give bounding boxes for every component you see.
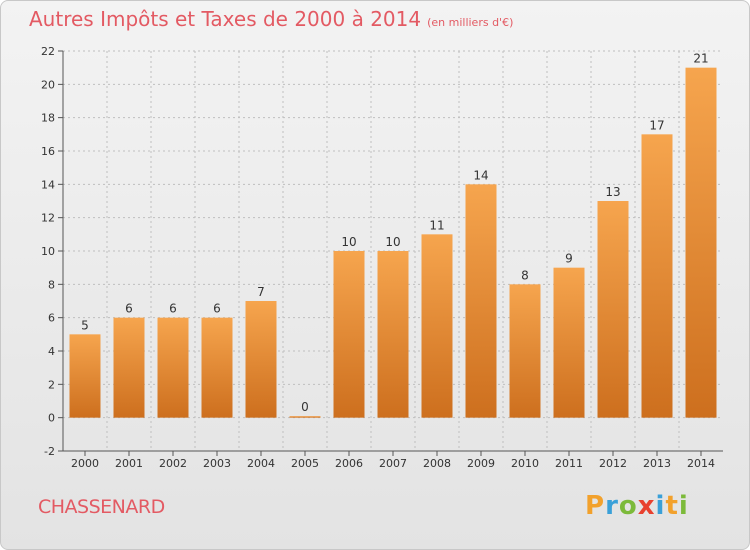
- bar: [509, 284, 541, 418]
- y-tick-label: 16: [41, 145, 55, 158]
- bar: [157, 317, 189, 418]
- y-tick-label: 6: [48, 312, 55, 325]
- bar: [553, 267, 585, 418]
- y-tick-label: -2: [44, 445, 55, 458]
- proxiti-logo[interactable]: Proxiti: [585, 491, 689, 521]
- logo-letter: P: [585, 491, 606, 521]
- x-tick-label: 2006: [335, 457, 363, 470]
- value-label: 8: [521, 268, 529, 282]
- x-tick-label: 2005: [291, 457, 319, 470]
- y-tick-label: 14: [41, 178, 55, 191]
- y-tick-label: 2: [48, 378, 55, 391]
- y-tick-label: 0: [48, 412, 55, 425]
- bars: [69, 67, 717, 418]
- bar: [289, 416, 321, 418]
- bar: [465, 184, 497, 418]
- bar: [113, 317, 145, 418]
- bar: [685, 67, 717, 418]
- bar: [245, 301, 277, 418]
- x-tick-label: 2011: [555, 457, 583, 470]
- bar: [421, 234, 453, 418]
- logo-letter: i: [655, 491, 666, 521]
- x-tick-label: 2014: [687, 457, 715, 470]
- x-tick-label: 2010: [511, 457, 539, 470]
- bar: [377, 251, 409, 418]
- value-label: 11: [429, 218, 444, 232]
- value-label: 17: [649, 118, 664, 132]
- y-tick-label: 10: [41, 245, 55, 258]
- x-tick-label: 2003: [203, 457, 231, 470]
- value-label: 7: [257, 285, 265, 299]
- bar: [333, 251, 365, 418]
- x-tick-label: 2012: [599, 457, 627, 470]
- y-tick-label: 12: [41, 212, 55, 225]
- bar: [201, 317, 233, 418]
- chart-title: Autres Impôts et Taxes de 2000 à 2014: [29, 7, 422, 31]
- y-tick-label: 22: [41, 45, 55, 58]
- bar: [597, 201, 629, 418]
- bar: [641, 134, 673, 418]
- logo-letter: o: [618, 491, 638, 521]
- axes: [58, 50, 723, 456]
- y-tick-label: 4: [48, 345, 55, 358]
- value-label: 6: [213, 302, 221, 316]
- logo-letter: t: [665, 491, 679, 521]
- x-tick-label: 2007: [379, 457, 407, 470]
- logo-letter: r: [605, 491, 619, 521]
- value-label: 6: [169, 302, 177, 316]
- logo-letter: x: [637, 491, 656, 521]
- x-tick-label: 2009: [467, 457, 495, 470]
- x-tick-label: 2013: [643, 457, 671, 470]
- y-tick-label: 20: [41, 78, 55, 91]
- chart-title-line: Autres Impôts et Taxes de 2000 à 2014 (en…: [29, 7, 513, 31]
- value-label: 10: [385, 235, 400, 249]
- value-label: 14: [473, 168, 488, 182]
- value-label: 0: [301, 400, 309, 414]
- x-tick-label: 2001: [115, 457, 143, 470]
- value-label: 13: [605, 185, 620, 199]
- value-label: 10: [341, 235, 356, 249]
- value-label: 6: [125, 302, 133, 316]
- value-label: 9: [565, 252, 573, 266]
- x-tick-label: 2008: [423, 457, 451, 470]
- commune-name: CHASSENARD: [38, 496, 165, 518]
- bar: [69, 334, 101, 418]
- y-tick-label: 18: [41, 112, 55, 125]
- y-tick-label: 8: [48, 278, 55, 291]
- value-label: 21: [693, 52, 708, 66]
- x-tick-label: 2002: [159, 457, 187, 470]
- labels: -2 0 2 4 6 8 10 12 14 16 18 20 22 5 2000 6 2001 6 2002 6 200…: [41, 45, 715, 470]
- value-label: 5: [81, 318, 89, 332]
- chart-subtitle: (en milliers d'€): [427, 16, 514, 29]
- x-tick-label: 2004: [247, 457, 275, 470]
- logo-letter: i: [678, 491, 689, 521]
- x-tick-label: 2000: [71, 457, 99, 470]
